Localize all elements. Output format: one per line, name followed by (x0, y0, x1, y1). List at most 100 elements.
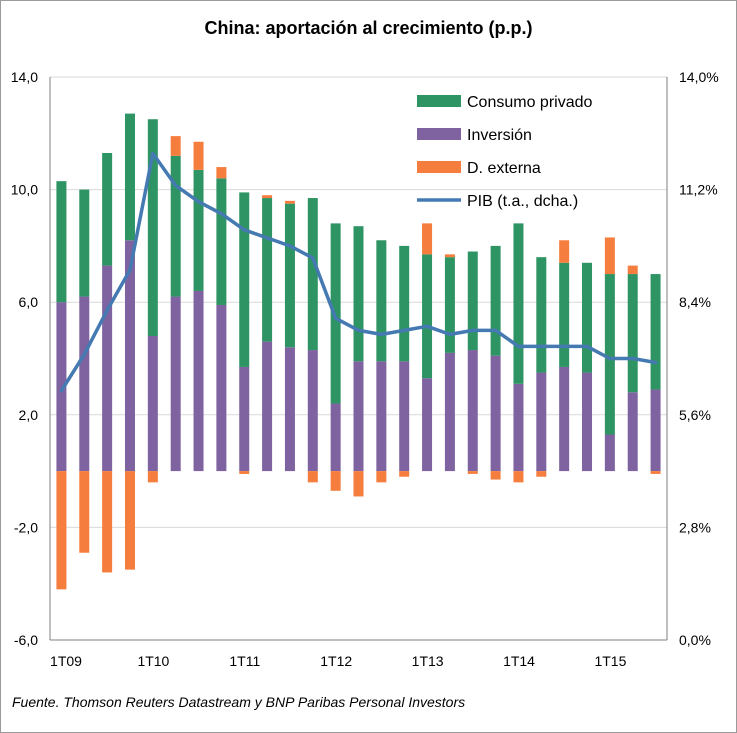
bar-inversion (444, 352, 455, 472)
bar-consumo (490, 245, 501, 356)
bar-consumo (262, 198, 273, 342)
bar-d-externa (147, 471, 158, 483)
right-tick-label: 8,4% (679, 294, 711, 310)
bar-d-externa (79, 471, 90, 553)
x-tick-label: 1T15 (594, 653, 626, 669)
bar-inversion (56, 302, 67, 472)
legend-label: D. externa (467, 160, 541, 177)
left-tick-label: 14,0 (11, 69, 38, 85)
bar-consumo (102, 153, 113, 266)
bar-inversion (147, 335, 158, 472)
x-tick-label: 1T10 (137, 653, 169, 669)
legend-label: Consumo privado (467, 94, 593, 111)
bar-d-externa (399, 471, 410, 477)
bar-consumo (193, 169, 204, 291)
bar-d-externa (353, 471, 364, 497)
bar-consumo (147, 119, 158, 336)
bar-inversion (193, 290, 204, 472)
bar-consumo (604, 274, 615, 435)
bar-d-externa (490, 471, 501, 480)
bar-d-externa (170, 136, 181, 156)
right-tick-label: 2,8% (679, 519, 711, 535)
bar-d-externa (56, 471, 67, 590)
legend-swatch (417, 128, 461, 140)
bar-inversion (559, 366, 570, 472)
bar-consumo (353, 226, 364, 362)
right-tick-label: 5,6% (679, 407, 711, 423)
bar-consumo (170, 155, 181, 297)
bar-consumo (422, 254, 433, 379)
bar-d-externa (376, 471, 387, 483)
bar-inversion (376, 361, 387, 472)
bars (56, 113, 661, 590)
bar-inversion (490, 355, 501, 472)
bar-d-externa (330, 471, 341, 491)
bar-d-externa (262, 195, 273, 199)
bar-d-externa (216, 167, 227, 179)
bar-d-externa (124, 471, 135, 570)
axes: 14,0 10,0 6,0 2,0 -2,0 -6,0 14,0% 11,2% 8,4% 5,6%… (11, 69, 719, 669)
gdp-line (59, 151, 658, 393)
bar-consumo (216, 178, 227, 306)
legend-swatch (417, 95, 461, 107)
bar-inversion (627, 392, 638, 472)
bar-consumo (467, 251, 478, 351)
bar-inversion (170, 296, 181, 472)
bar-d-externa (650, 471, 661, 474)
x-tick-label: 1T13 (412, 653, 444, 669)
legend-label: PIB (t.a., dcha.) (467, 193, 578, 210)
bar-consumo (124, 113, 135, 241)
left-tick-label: -6,0 (14, 632, 38, 648)
bar-consumo (79, 189, 90, 297)
bar-d-externa (239, 471, 250, 474)
bar-inversion (467, 350, 478, 472)
bar-inversion (102, 265, 113, 472)
left-tick-label: 2,0 (19, 407, 39, 423)
bar-inversion (536, 372, 547, 472)
bar-d-externa (467, 471, 478, 474)
bar-d-externa (284, 200, 295, 204)
bar-inversion (216, 305, 227, 472)
source-note: Fuente. Thomson Reuters Datastream y BNP… (12, 694, 466, 710)
bar-inversion (79, 296, 90, 472)
bar-consumo (627, 274, 638, 393)
bar-d-externa (422, 223, 433, 255)
bar-consumo (239, 192, 250, 367)
x-tick-label: 1T14 (503, 653, 535, 669)
bar-consumo (56, 181, 67, 303)
x-tick-label: 1T11 (229, 653, 260, 669)
legend-swatch (417, 161, 461, 173)
bar-consumo (399, 245, 410, 362)
bar-consumo (536, 257, 547, 373)
bar-d-externa (559, 240, 570, 263)
bar-inversion (582, 372, 593, 472)
right-tick-label: 0,0% (679, 632, 711, 648)
bar-inversion (399, 361, 410, 472)
gdp-series-line (59, 151, 658, 393)
bar-inversion (262, 341, 273, 472)
bar-consumo (444, 257, 455, 353)
legend-label: Inversión (467, 127, 532, 144)
bar-inversion (124, 240, 135, 472)
bar-consumo (513, 223, 524, 384)
bar-inversion (650, 389, 661, 472)
bar-d-externa (513, 471, 524, 483)
x-tick-label: 1T12 (320, 653, 352, 669)
left-tick-label: 10,0 (11, 182, 38, 198)
bar-consumo (307, 198, 318, 351)
x-tick-label: 1T09 (50, 653, 82, 669)
bar-consumo (582, 262, 593, 373)
bar-consumo (284, 203, 295, 348)
bar-d-externa (604, 237, 615, 275)
bar-inversion (513, 383, 524, 472)
bar-d-externa (307, 471, 318, 483)
bar-consumo (650, 274, 661, 390)
bar-inversion (284, 347, 295, 472)
bar-consumo (559, 262, 570, 367)
bar-d-externa (102, 471, 113, 573)
bar-inversion (422, 378, 433, 472)
left-tick-label: -2,0 (14, 519, 38, 535)
right-tick-label: 11,2% (679, 182, 718, 198)
right-tick-label: 14,0% (679, 69, 719, 85)
